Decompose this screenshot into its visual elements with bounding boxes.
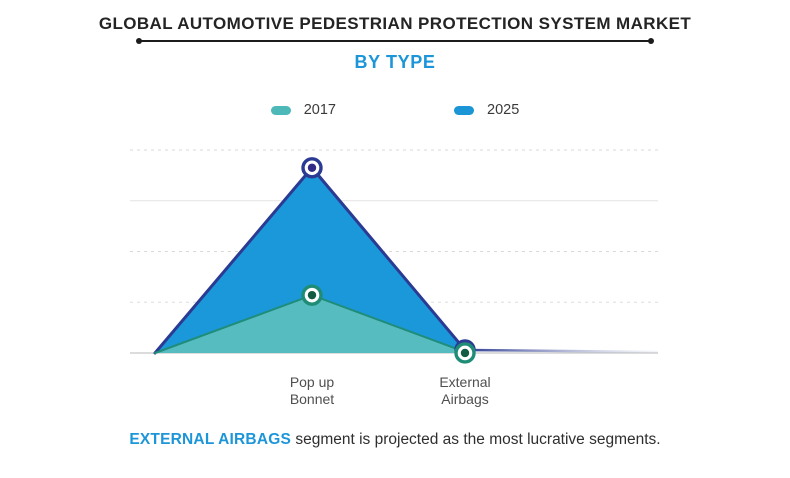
legend-label-2017: 2017	[303, 102, 336, 118]
chart-legend: 2017 2025	[0, 102, 790, 118]
marker-2025-pop-up-bonnet	[301, 157, 323, 179]
underline-left-dot	[136, 37, 142, 44]
chart-subtitle: BY TYPE	[354, 51, 436, 72]
legend-item-2025: 2025	[454, 102, 519, 118]
title-underline	[136, 37, 654, 44]
legend-swatch-2025	[454, 105, 474, 115]
marker-2017-pop-up-bonnet	[301, 284, 323, 306]
caption-text: segment is projected as the most lucrati…	[291, 431, 661, 448]
category-label-pop-up-bonnet: Pop up Bonnet	[289, 374, 335, 407]
legend-item-2017: 2017	[270, 102, 336, 118]
area-2025	[155, 167, 465, 353]
caption-highlight: EXTERNAL AIRBAGS	[129, 431, 292, 448]
page-title: GLOBAL AUTOMOTIVE PEDESTRIAN PROTECTION …	[98, 14, 692, 33]
marker-2017-external-airbags	[454, 342, 476, 364]
area-2017	[155, 295, 465, 353]
legend-label-2025: 2025	[487, 102, 520, 118]
legend-swatch-2017	[270, 105, 291, 115]
header: GLOBAL AUTOMOTIVE PEDESTRIAN PROTECTION …	[0, 14, 790, 73]
area-chart	[130, 149, 659, 364]
caption: EXTERNAL AIRBAGS segment is projected as…	[0, 431, 790, 449]
underline-right-dot	[648, 37, 654, 44]
category-label-external-airbags: External Airbags	[439, 374, 491, 407]
line-2025-tail	[464, 348, 659, 354]
